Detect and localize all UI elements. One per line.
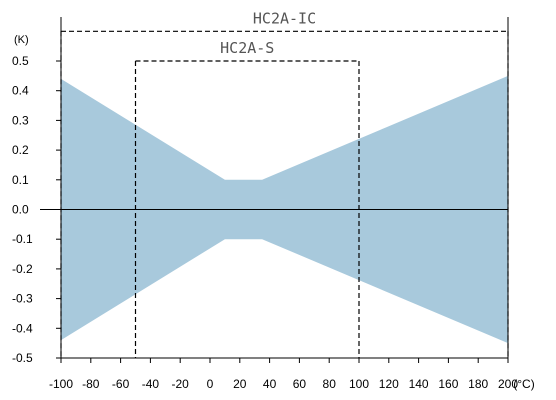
x-tick-label: -60 [112,377,130,391]
x-tick-label: 120 [379,377,399,391]
y-axis-unit: (K) [14,34,29,46]
y-tick-label: 0.4 [12,84,29,98]
y-tick-label: -0.2 [12,262,33,276]
y-tick-label: -0.5 [12,351,33,365]
y-tick-label: 0.5 [12,54,29,68]
x-tick-label: 80 [323,377,337,391]
x-tick-label: 100 [349,377,369,391]
x-tick-label: 140 [409,377,429,391]
y-tick-label: -0.4 [12,321,33,335]
y-tick-label: -0.3 [12,292,33,306]
x-tick-label: 160 [438,377,458,391]
tick-labels-layer: 0.5 0.4 0.3 0.2 0.1 0.0 -0.1 -0.2 -0.3 -0.4 -0.5 -1… [12,54,518,391]
y-tick-label: 0.0 [12,203,29,217]
x-tick-label: 180 [468,377,488,391]
x-tick-label: -80 [82,377,100,391]
range-label: HC2A-IC [253,9,316,27]
x-tick-label: 60 [293,377,307,391]
y-tick-label: -0.1 [12,232,33,246]
x-tick-label: 20 [233,377,247,391]
range-label: HC2A-S [220,39,274,57]
x-axis-unit: (°C) [513,377,534,391]
x-tick-label: -20 [172,377,190,391]
x-tick-label: 200 [498,377,518,391]
x-tick-label: 40 [263,377,277,391]
y-tick-label: 0.2 [12,143,29,157]
x-tick-label: 0 [207,377,214,391]
y-tick-label: 0.1 [12,173,29,187]
axes-layer [40,17,509,363]
x-tick-label: -40 [142,377,160,391]
y-tick-label: 0.3 [12,113,29,127]
x-tick-label: -100 [49,377,73,391]
